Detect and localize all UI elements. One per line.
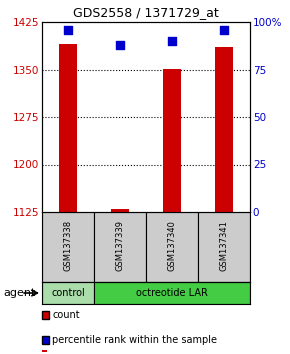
- Text: agent: agent: [3, 288, 35, 298]
- Text: octreotide LAR: octreotide LAR: [136, 288, 208, 298]
- Title: GDS2558 / 1371729_at: GDS2558 / 1371729_at: [73, 6, 219, 19]
- Bar: [146, 212, 198, 282]
- Bar: [94, 282, 250, 304]
- Bar: [198, 212, 250, 282]
- Text: percentile rank within the sample: percentile rank within the sample: [52, 335, 217, 345]
- Text: GSM137339: GSM137339: [115, 220, 124, 271]
- Bar: [59, 44, 77, 212]
- Text: control: control: [51, 288, 85, 298]
- Text: GSM137340: GSM137340: [168, 220, 177, 271]
- Bar: [42, 350, 47, 353]
- Text: count: count: [52, 310, 80, 320]
- Bar: [94, 212, 146, 282]
- Bar: [111, 209, 129, 212]
- Point: [170, 38, 174, 44]
- Point: [118, 42, 122, 48]
- Bar: [215, 47, 233, 212]
- Bar: [42, 212, 94, 282]
- Point: [222, 27, 226, 33]
- Bar: [42, 282, 94, 304]
- Bar: [163, 69, 181, 212]
- Text: GSM137341: GSM137341: [220, 220, 229, 271]
- Point: [66, 27, 70, 33]
- Text: GSM137338: GSM137338: [64, 220, 72, 271]
